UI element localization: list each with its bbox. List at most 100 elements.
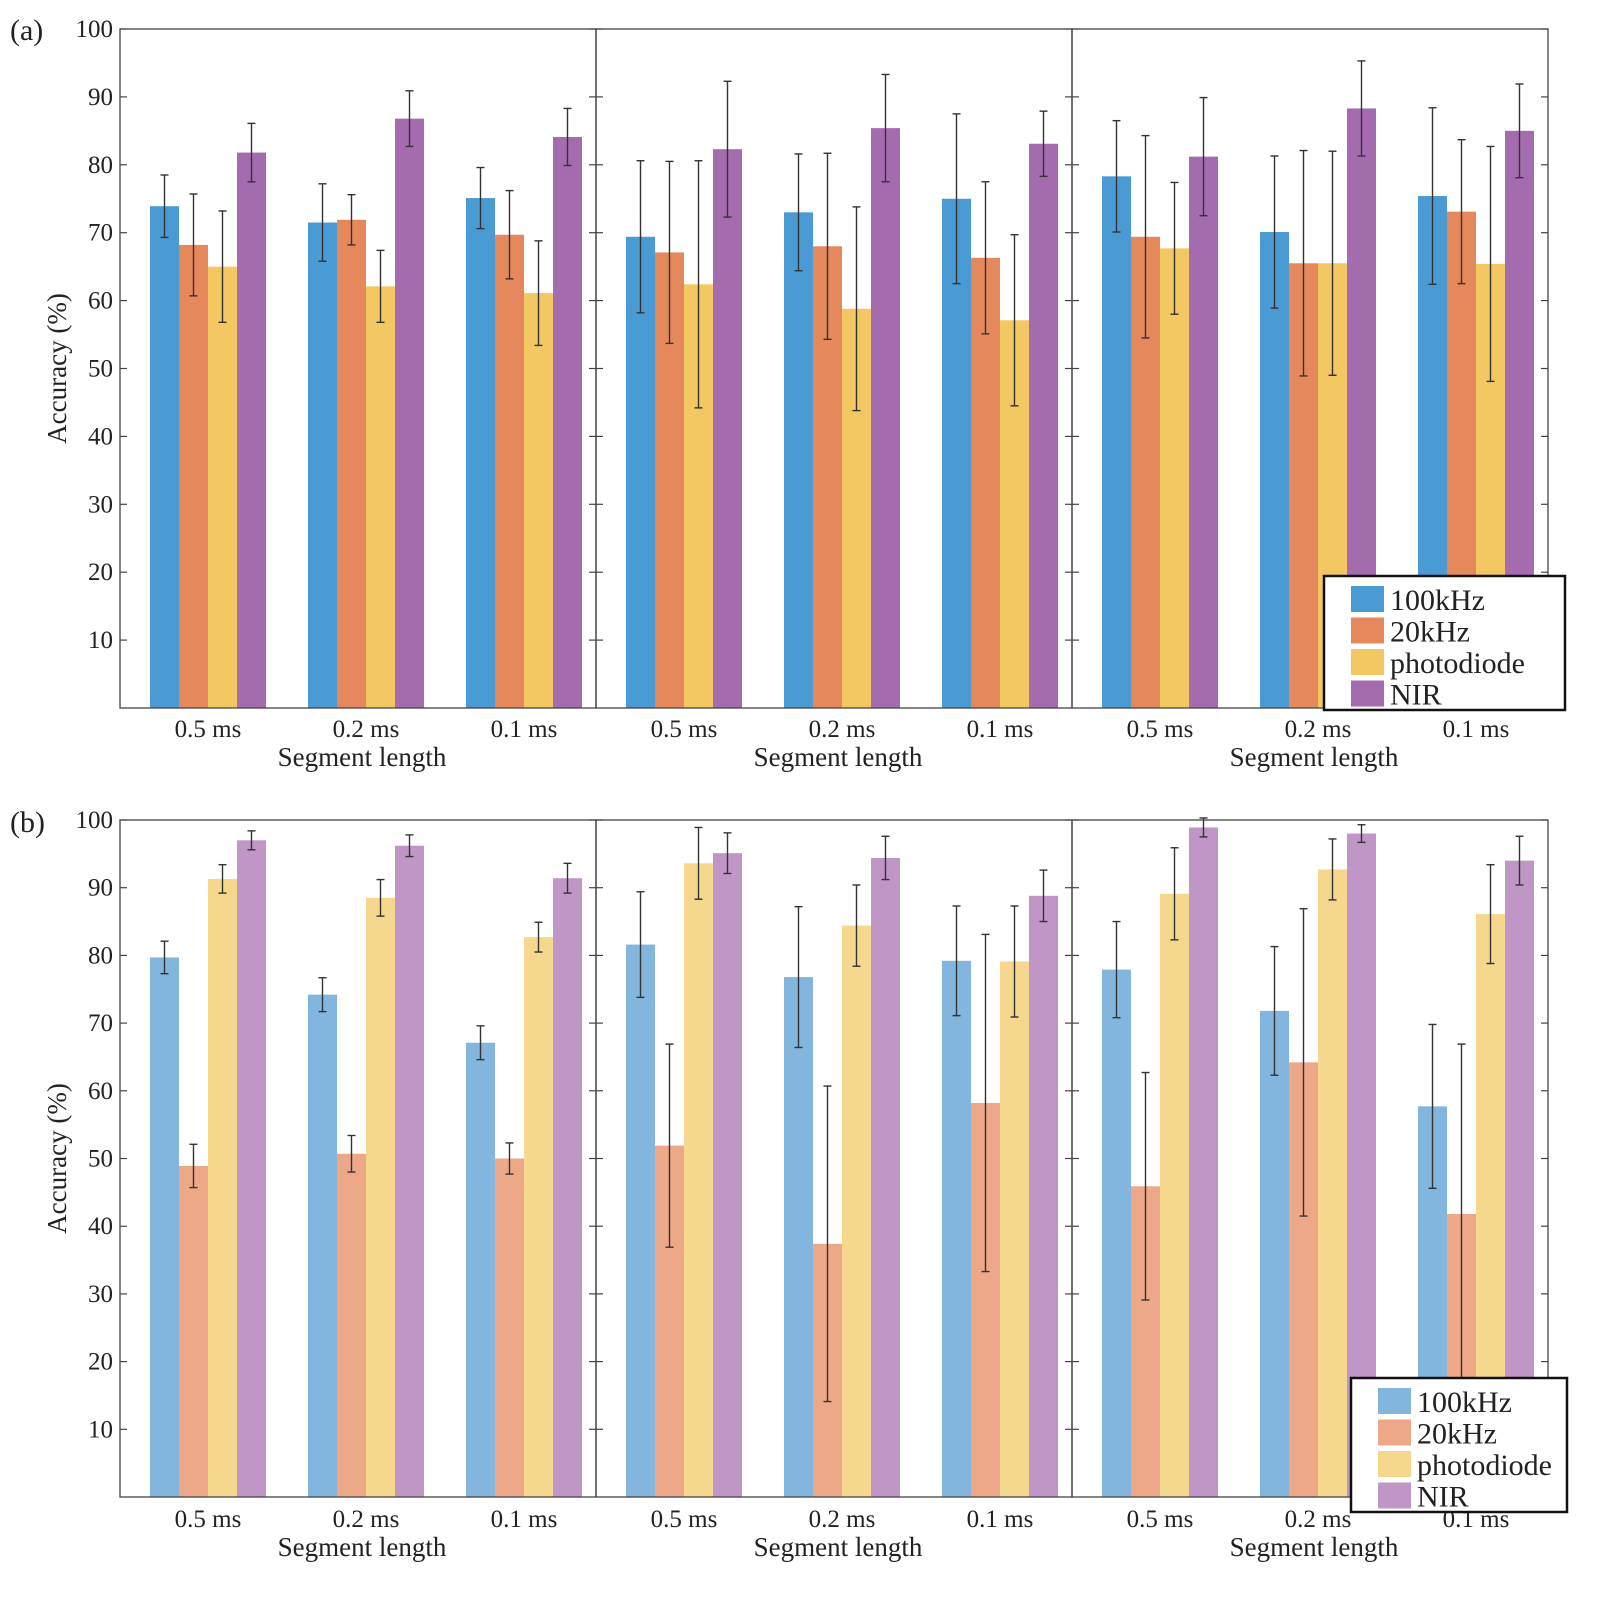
bar-NIR-0.2ms xyxy=(871,128,900,708)
legend-label: photodiode xyxy=(1390,647,1525,680)
error-bar xyxy=(505,189,514,280)
legend-swatch-photodiode xyxy=(1351,649,1384,675)
chart-b: (b)Accuracy (%)1020304050607080901000.5 … xyxy=(10,806,1569,1562)
y-tick-label: 30 xyxy=(88,491,113,518)
y-tick-label: 20 xyxy=(88,559,113,586)
error-bar xyxy=(534,921,543,953)
bar-photodiode-0.1ms xyxy=(1000,961,1029,1497)
legend-label: NIR xyxy=(1390,679,1442,712)
error-bar xyxy=(563,107,572,167)
x-axis-label: Segment length xyxy=(754,742,923,772)
y-tick-label: 80 xyxy=(88,942,113,969)
error-bar xyxy=(1486,145,1495,383)
bar-NIR-0.5ms xyxy=(237,840,266,1497)
error-bar xyxy=(218,863,227,894)
error-bar xyxy=(952,113,961,285)
bar-100kHz-0.2ms xyxy=(1260,1010,1289,1497)
bar-100kHz-0.5ms xyxy=(150,957,179,1497)
legend-swatch-NIR xyxy=(1378,1482,1411,1509)
error-bar xyxy=(823,152,832,341)
error-bar xyxy=(160,940,169,975)
y-tick-label: 60 xyxy=(88,288,113,315)
legend-swatch-20kHz xyxy=(1351,617,1384,644)
x-axis-label: Segment length xyxy=(1230,1532,1399,1562)
error-bar xyxy=(636,160,645,314)
error-bar xyxy=(247,830,256,851)
bar-photodiode-0.1ms xyxy=(524,937,553,1497)
x-tick-label: 0.2 ms xyxy=(333,716,400,743)
x-tick-label: 0.1 ms xyxy=(967,1506,1034,1533)
x-tick-label: 0.2 ms xyxy=(1285,716,1352,743)
error-bar xyxy=(981,933,990,1273)
bar-NIR-0.5ms xyxy=(237,152,266,708)
error-bar xyxy=(376,249,385,324)
error-bar xyxy=(1141,1071,1150,1301)
error-bar xyxy=(189,193,198,297)
error-bar xyxy=(476,166,485,230)
error-bar xyxy=(1428,1023,1437,1189)
error-bar xyxy=(1199,817,1208,838)
legend-label: 20kHz xyxy=(1417,1418,1497,1451)
subplot-a-1: 0.5 ms 0.2 ms 0.1 ms Segment length xyxy=(119,28,597,772)
y-tick-label: 80 xyxy=(88,152,113,179)
bar-NIR-0.2ms xyxy=(395,118,424,709)
y-tick-label: 50 xyxy=(88,356,113,383)
y-tick-label: 50 xyxy=(88,1146,113,1173)
x-tick-label: 0.2 ms xyxy=(809,716,876,743)
y-tick-label: 100 xyxy=(76,807,114,834)
y-tick-label: 90 xyxy=(88,875,113,902)
error-bar xyxy=(665,160,674,345)
bar-NIR-0.5ms xyxy=(1189,827,1218,1497)
x-tick-label: 0.5 ms xyxy=(1127,1506,1194,1533)
error-bar xyxy=(881,73,890,183)
error-bar xyxy=(1199,96,1208,217)
legend-label: 100kHz xyxy=(1390,584,1485,617)
legend-label: NIR xyxy=(1417,1481,1469,1514)
panel-label: (a) xyxy=(10,14,43,47)
error-bar xyxy=(723,80,732,218)
error-bar xyxy=(1141,134,1150,339)
bar-100kHz-0.2ms xyxy=(784,212,813,708)
x-tick-label: 0.2 ms xyxy=(809,1506,876,1533)
y-tick-label: 20 xyxy=(88,1349,113,1376)
error-bar xyxy=(318,183,327,262)
error-bar xyxy=(852,206,861,412)
bar-100kHz-0.1ms xyxy=(466,198,495,709)
bar-photodiode-0.2ms xyxy=(842,925,871,1497)
bar-NIR-0.5ms xyxy=(713,853,742,1497)
x-tick-label: 0.1 ms xyxy=(967,716,1034,743)
error-bar xyxy=(794,153,803,272)
error-bar xyxy=(1428,107,1437,286)
error-bar xyxy=(1039,110,1048,178)
bar-NIR-0.1ms xyxy=(1029,895,1058,1497)
bar-photodiode-0.2ms xyxy=(366,897,395,1497)
error-bar xyxy=(1112,920,1121,1019)
bar-photodiode-0.5ms xyxy=(208,878,237,1497)
error-bar xyxy=(1486,863,1495,965)
error-bar xyxy=(981,181,990,335)
bar-20kHz-0.1ms xyxy=(495,1158,524,1497)
y-tick-label: 70 xyxy=(88,1010,113,1037)
bar-photodiode-0.2ms xyxy=(366,286,395,708)
bar-100kHz-0.2ms xyxy=(308,222,337,708)
error-bar xyxy=(852,884,861,967)
error-bar xyxy=(1328,838,1337,901)
x-tick-label: 0.2 ms xyxy=(1285,1506,1352,1533)
y-tick-label: 70 xyxy=(88,220,113,247)
x-tick-label: 0.5 ms xyxy=(651,716,718,743)
x-axis-label: Segment length xyxy=(1230,742,1399,772)
bar-100kHz-0.2ms xyxy=(1260,232,1289,708)
error-bar xyxy=(723,832,732,875)
bar-NIR-0.1ms xyxy=(553,878,582,1497)
legend-label: 20kHz xyxy=(1390,616,1470,649)
error-bar xyxy=(1112,119,1121,233)
error-bar xyxy=(694,160,703,409)
bar-20kHz-0.2ms xyxy=(337,219,366,708)
bar-20kHz-0.2ms xyxy=(337,1153,366,1497)
error-bar xyxy=(1299,907,1308,1217)
legend-swatch-20kHz xyxy=(1378,1419,1411,1446)
error-bar xyxy=(247,122,256,183)
legend-label: 100kHz xyxy=(1417,1386,1512,1419)
bar-100kHz-0.2ms xyxy=(784,977,813,1497)
